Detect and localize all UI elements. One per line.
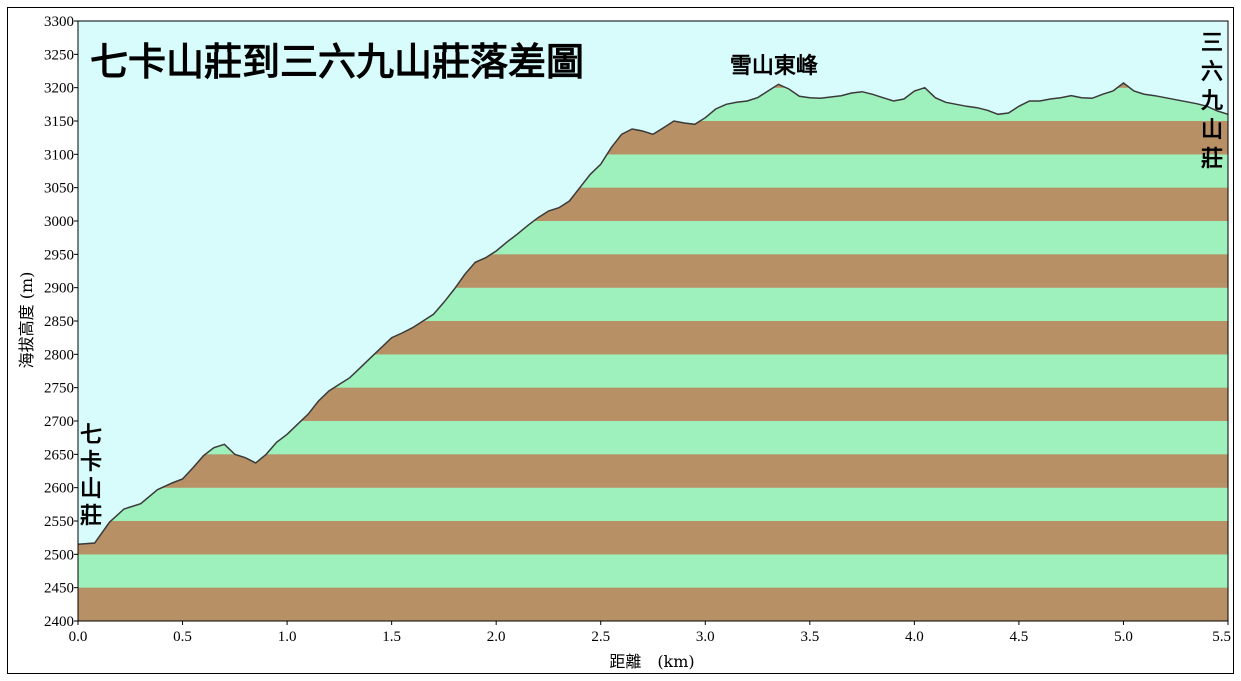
- x-tick-label: 4.0: [905, 629, 924, 645]
- x-tick-label: 4.5: [1010, 629, 1029, 645]
- annotation-east-peak: 雪山東峰: [730, 54, 819, 79]
- y-tick-label: 3000: [44, 214, 74, 230]
- y-tick-label: 2700: [44, 414, 74, 430]
- y-tick-label: 2800: [44, 347, 74, 363]
- band: [78, 554, 1228, 588]
- y-tick-label: 2550: [44, 514, 74, 530]
- y-tick-label: 2450: [44, 581, 74, 597]
- x-axis-ticks: 0.0 0.5 1.0 1.5 2.0 2.5 3.0 3.5 4.0 4.5 5.0 5.5: [69, 621, 1231, 645]
- x-tick-label: 1.5: [382, 629, 401, 645]
- annotation-start-hut: 七卡山莊: [80, 423, 102, 529]
- x-tick-label: 3.0: [696, 629, 715, 645]
- y-axis-ticks: 2400 2450 2500 2550 2600 2650 2700 2750 2800 2850…: [44, 14, 78, 630]
- y-tick-label: 2950: [44, 247, 74, 263]
- y-tick-label: 2900: [44, 281, 74, 297]
- x-tick-label: 1.0: [278, 629, 297, 645]
- x-tick-label: 2.5: [591, 629, 610, 645]
- y-tick-label: 2500: [44, 547, 74, 563]
- x-tick-label: 0.0: [69, 629, 88, 645]
- band: [78, 454, 1228, 488]
- y-tick-label: 3250: [44, 47, 74, 63]
- y-axis-title: 海拔高度 (m): [17, 272, 36, 369]
- band: [78, 587, 1228, 621]
- y-tick-label: 2850: [44, 314, 74, 330]
- annotation-end-hut: 三六九山莊: [1200, 31, 1223, 172]
- sky-mask: [78, 21, 1228, 545]
- x-tick-label: 0.5: [173, 629, 192, 645]
- x-tick-label: 3.5: [800, 629, 819, 645]
- chart-title: 七卡山莊到三六九山莊落差圖: [90, 40, 584, 84]
- y-tick-label: 2600: [44, 481, 74, 497]
- x-axis-title: 距離 (km): [609, 652, 694, 671]
- x-tick-label: 5.0: [1114, 629, 1133, 645]
- band: [78, 521, 1228, 555]
- y-tick-label: 3150: [44, 114, 74, 130]
- y-tick-label: 3050: [44, 181, 74, 197]
- y-tick-label: 2400: [44, 614, 74, 630]
- annotations: 七卡山莊 雪山東峰 三六九山莊: [80, 31, 1223, 529]
- x-tick-label: 2.0: [487, 629, 506, 645]
- x-tick-label: 5.5: [1212, 629, 1231, 645]
- profile-line: [77, 82, 1229, 546]
- y-tick-label: 3300: [44, 14, 74, 30]
- y-tick-label: 2650: [44, 447, 74, 463]
- y-tick-label: 3200: [44, 81, 74, 97]
- band: [78, 487, 1228, 521]
- y-tick-label: 2750: [44, 381, 74, 397]
- y-tick-label: 3100: [44, 147, 74, 163]
